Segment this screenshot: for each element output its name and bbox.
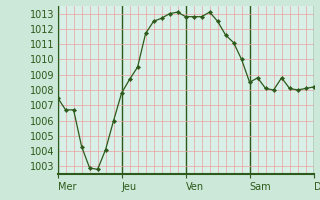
Text: Jeu: Jeu bbox=[122, 182, 137, 192]
Text: Mer: Mer bbox=[58, 182, 76, 192]
Text: Sam: Sam bbox=[250, 182, 271, 192]
Text: D: D bbox=[314, 182, 320, 192]
Text: Ven: Ven bbox=[186, 182, 204, 192]
